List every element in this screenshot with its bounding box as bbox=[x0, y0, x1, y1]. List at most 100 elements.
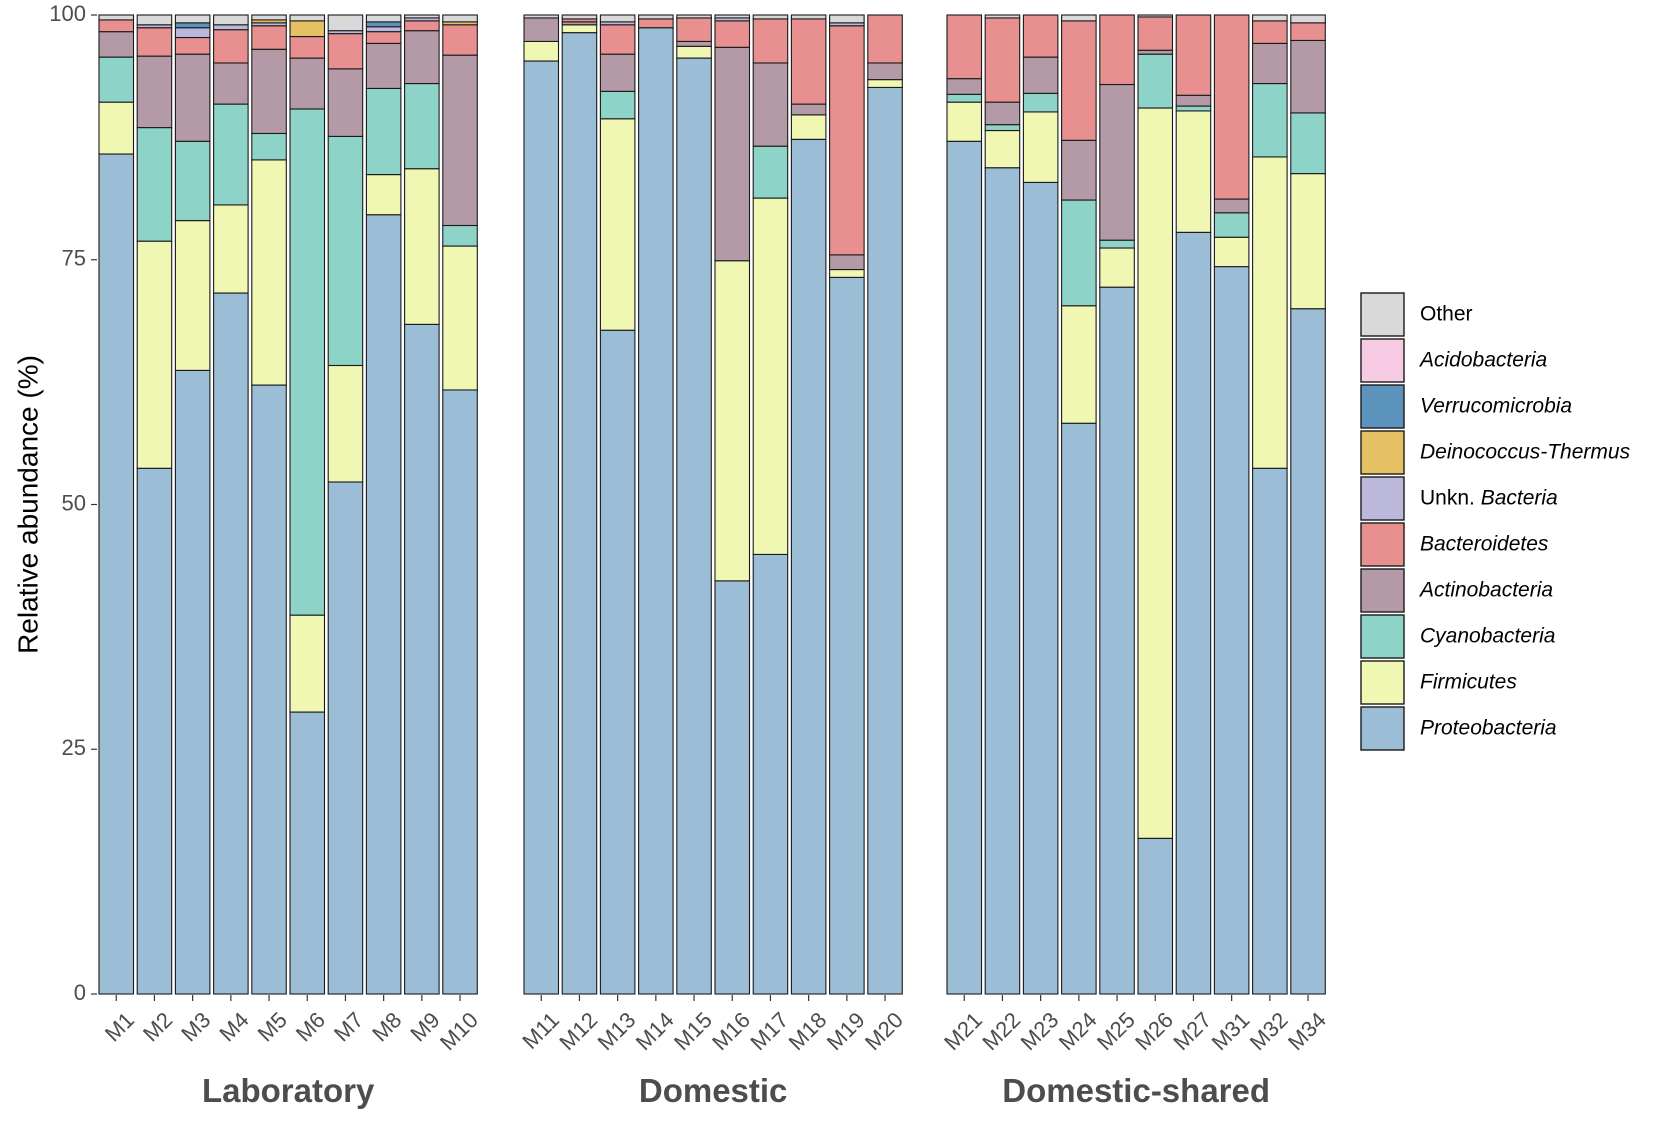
bar-segment-firmicutes bbox=[714, 260, 751, 582]
legend-label-name: Proteobacteria bbox=[1420, 716, 1557, 739]
bar-segment-actinobacteria bbox=[404, 30, 440, 85]
bar-segment-actinobacteria bbox=[289, 57, 326, 110]
x-tick-label: M19 bbox=[822, 1007, 870, 1055]
y-tick-label: 75 bbox=[62, 246, 86, 271]
legend-swatch bbox=[1360, 522, 1405, 567]
bar-segment-actinobacteria bbox=[1252, 42, 1288, 85]
legend-label: Other bbox=[1420, 302, 1473, 325]
bar-segment-other bbox=[136, 14, 173, 26]
bar-M8 bbox=[365, 14, 402, 995]
bar-segment-cyanobacteria bbox=[1099, 239, 1135, 249]
bar-segment-firmicutes bbox=[251, 159, 287, 386]
bar-segment-firmicutes bbox=[1175, 110, 1212, 233]
legend-swatch bbox=[1360, 384, 1405, 429]
bar-M25 bbox=[1099, 14, 1135, 995]
legend-label-name: Verrucomicrobia bbox=[1420, 394, 1572, 417]
bar-segment-actinobacteria bbox=[984, 101, 1021, 126]
bar-segment-bacteroidetes bbox=[676, 17, 712, 42]
legend-label: Actinobacteria bbox=[1418, 578, 1553, 601]
bar-segment-proteobacteria bbox=[752, 553, 789, 995]
bar-segment-bacteroidetes bbox=[984, 17, 1021, 103]
bar-segment-bacteroidetes bbox=[1290, 22, 1326, 42]
bar-segment-actinobacteria bbox=[442, 54, 478, 227]
bar-segment-firmicutes bbox=[676, 45, 712, 59]
bar-segment-cyanobacteria bbox=[365, 87, 402, 176]
bar-segment-other bbox=[442, 14, 478, 23]
legend-label-name: Actinobacteria bbox=[1418, 578, 1553, 601]
bar-segment-bacteroidetes bbox=[136, 27, 173, 57]
bar-segment-cyanobacteria bbox=[327, 135, 364, 367]
bar-segment-cyanobacteria bbox=[136, 127, 173, 242]
bar-segment-proteobacteria bbox=[523, 60, 560, 995]
bar-segment-actinobacteria bbox=[213, 62, 249, 105]
bar-M24 bbox=[1061, 14, 1097, 995]
bar-segment-proteobacteria bbox=[561, 32, 598, 995]
bar-segment-firmicutes bbox=[1099, 247, 1135, 288]
bar-segment-firmicutes bbox=[1137, 107, 1174, 839]
bar-segment-proteobacteria bbox=[365, 214, 402, 995]
bar-segment-other bbox=[599, 14, 636, 23]
bar-M34 bbox=[1290, 14, 1326, 995]
bar-M4 bbox=[213, 14, 249, 995]
bar-M20 bbox=[867, 14, 903, 995]
bar-segment-firmicutes bbox=[946, 101, 983, 142]
x-tick-label: M2 bbox=[138, 1007, 177, 1046]
x-tick-label: M5 bbox=[253, 1007, 292, 1046]
x-tick-label: M3 bbox=[176, 1007, 215, 1046]
legend-swatch bbox=[1360, 292, 1405, 337]
bar-M13 bbox=[599, 14, 636, 995]
legend-item: Acidobacteria bbox=[1360, 338, 1547, 383]
x-tick-label: M13 bbox=[593, 1007, 641, 1055]
bar-segment-verrucomicrobia bbox=[365, 21, 402, 28]
x-tick-label: M32 bbox=[1245, 1007, 1293, 1055]
legend-label-name: Acidobacteria bbox=[1418, 348, 1547, 371]
bar-segment-proteobacteria bbox=[404, 323, 440, 995]
bar-segment-other bbox=[1290, 14, 1326, 24]
bar-segment-bacteroidetes bbox=[599, 24, 636, 55]
bar-segment-firmicutes bbox=[1213, 236, 1250, 268]
x-tick-label: M12 bbox=[554, 1007, 602, 1055]
legend-item: Firmicutes bbox=[1360, 660, 1517, 705]
bar-segment-bacteroidetes bbox=[174, 36, 211, 55]
legend-item: Deinococcus-Thermus bbox=[1360, 430, 1631, 475]
bar-segment-actinobacteria bbox=[829, 254, 865, 271]
bar-segment-other bbox=[174, 14, 211, 24]
bar-segment-other bbox=[676, 14, 712, 19]
bar-M11 bbox=[523, 14, 560, 995]
bar-segment-other bbox=[714, 14, 751, 19]
bar-segment-firmicutes bbox=[289, 614, 326, 713]
legend-item: Bacteroidetes bbox=[1360, 522, 1549, 567]
bar-segment-bacteroidetes bbox=[946, 14, 983, 80]
bar-segment-proteobacteria bbox=[1252, 467, 1288, 995]
bar-segment-other bbox=[98, 14, 135, 21]
bar-segment-actinobacteria bbox=[365, 42, 402, 89]
legend-swatch bbox=[1360, 568, 1405, 613]
bar-segment-other bbox=[404, 14, 440, 19]
bar-segment-unkn-bacteria bbox=[174, 27, 211, 39]
bar-segment-bacteroidetes bbox=[251, 25, 287, 50]
bar-segment-actinobacteria bbox=[946, 78, 983, 95]
bar-M14 bbox=[638, 14, 674, 995]
bar-segment-cyanobacteria bbox=[1137, 53, 1174, 109]
bar-segment-unkn-bacteria bbox=[213, 24, 249, 31]
bar-segment-cyanobacteria bbox=[174, 140, 211, 222]
bar-segment-proteobacteria bbox=[714, 580, 751, 995]
x-tick-label: M24 bbox=[1054, 1007, 1102, 1055]
bar-segment-proteobacteria bbox=[599, 329, 636, 995]
bar-segment-firmicutes bbox=[404, 168, 440, 325]
bar-segment-bacteroidetes bbox=[790, 18, 827, 105]
legend-label: Firmicutes bbox=[1420, 670, 1517, 693]
bar-segment-firmicutes bbox=[365, 174, 402, 216]
bar-segment-proteobacteria bbox=[984, 167, 1021, 995]
bar-segment-firmicutes bbox=[213, 204, 249, 294]
x-tick-label: M34 bbox=[1283, 1007, 1331, 1055]
bar-segment-proteobacteria bbox=[829, 276, 865, 995]
bar-M23 bbox=[1022, 14, 1059, 995]
legend-item: Actinobacteria bbox=[1360, 568, 1553, 613]
bar-segment-other bbox=[365, 14, 402, 23]
bar-segment-actinobacteria bbox=[599, 53, 636, 92]
bar-M17 bbox=[752, 14, 789, 995]
bar-segment-actinobacteria bbox=[523, 17, 560, 42]
